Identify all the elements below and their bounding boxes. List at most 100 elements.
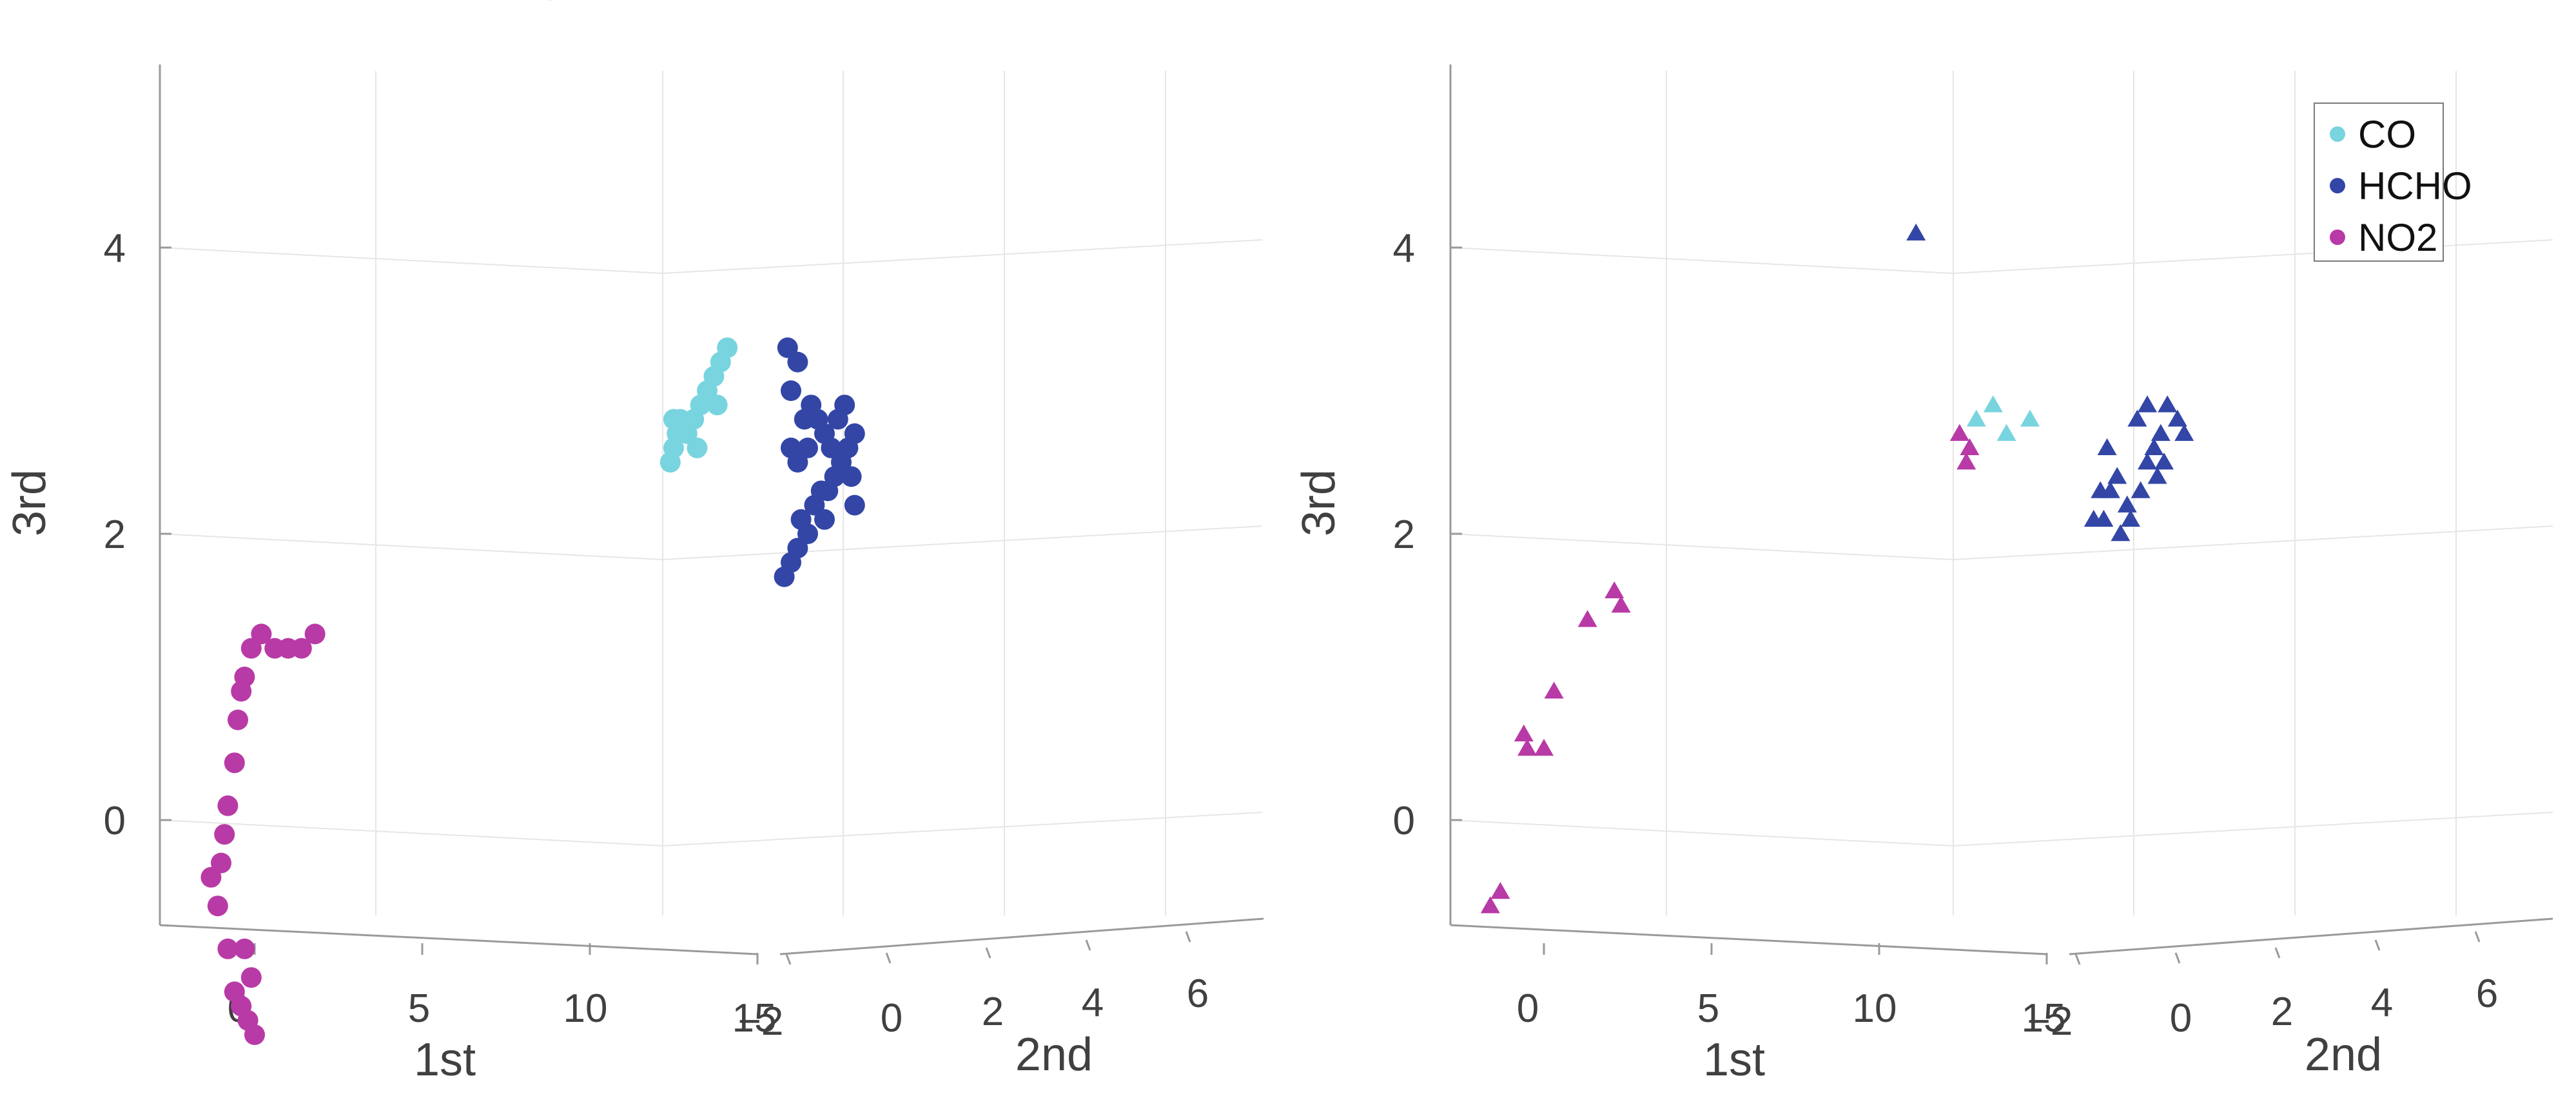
gridline-z-0 — [159, 812, 1263, 847]
x-axis-label: 1st — [414, 1034, 476, 1086]
x-tick-label: 5 — [408, 986, 430, 1031]
data-point-NO2 — [217, 795, 239, 816]
x-axis-line — [159, 924, 758, 955]
series-NO2 — [1480, 424, 1980, 914]
legend: CO HCHO NO2 — [2314, 103, 2472, 262]
data-point-HCHO — [797, 524, 818, 544]
data-point-NO2 — [240, 638, 262, 659]
data-point-NO2 — [224, 752, 245, 774]
y-tick-label: −2 — [738, 999, 784, 1044]
x-axis-label: 1st — [1703, 1034, 1765, 1086]
data-point-HCHO — [2111, 524, 2131, 542]
data-point-NO2 — [231, 681, 252, 702]
data-point-HCHO — [794, 409, 815, 430]
data-point-CO — [1996, 424, 2016, 441]
y-tick-mark-4 — [1185, 931, 1191, 943]
legend-marker-CO — [2330, 126, 2345, 142]
data-point-NO2 — [211, 852, 231, 874]
data-point-NO2 — [228, 709, 248, 730]
data-point-HCHO — [844, 494, 865, 516]
data-point-NO2 — [304, 623, 326, 645]
y-axis-label: 2nd — [2305, 1029, 2382, 1081]
data-point-NO2 — [291, 638, 312, 659]
z-axis-label: 3rd — [1293, 469, 1345, 536]
y-tick-mark-1 — [885, 952, 892, 964]
legend-label-NO2: NO2 — [2358, 216, 2437, 259]
x-tick-label: 0 — [1517, 986, 1539, 1031]
legend-marker-NO2 — [2330, 230, 2345, 245]
z-axis-label: 3rd — [4, 469, 55, 536]
x-tick-label: 5 — [1697, 986, 1719, 1031]
axes-lines — [1449, 64, 2553, 955]
data-point-HCHO — [2158, 395, 2178, 413]
gridline-z-4 — [159, 239, 1263, 275]
series-NO2 — [200, 623, 326, 1045]
x-tick-label: 15 — [2022, 996, 2066, 1041]
data-point-NO2 — [240, 967, 262, 988]
series-CO — [1966, 395, 2040, 441]
data-point-HCHO — [777, 337, 798, 358]
data-point-HCHO — [2117, 495, 2137, 513]
data-point-CO — [1966, 409, 1986, 427]
data-point-NO2 — [1534, 739, 1554, 756]
x-axis-line — [1450, 924, 2047, 955]
y-tick-label: −2 — [2027, 999, 2073, 1044]
x-tick-label: 10 — [1853, 986, 1897, 1031]
data-point-NO2 — [1605, 581, 1625, 599]
y-tick-label: 6 — [2476, 972, 2498, 1016]
x-tick-label: 15 — [732, 996, 777, 1041]
y-tick-mark-3 — [2374, 939, 2381, 951]
z-tick-label: 0 — [104, 799, 126, 843]
data-point-HCHO — [797, 437, 818, 458]
data-point-HCHO — [814, 509, 835, 530]
z-tick-label: 0 — [1393, 799, 1415, 843]
y-tick-mark-3 — [1085, 939, 1091, 951]
data-point-HCHO — [2144, 438, 2164, 456]
data-point-NO2 — [1949, 424, 1969, 441]
data-point-NO2 — [1480, 896, 1500, 914]
data-point-HCHO — [787, 351, 808, 373]
data-point-HCHO — [2131, 481, 2151, 498]
data-point-NO2 — [214, 824, 235, 845]
data-point-NO2 — [1490, 882, 1510, 899]
data-point-HCHO — [2097, 438, 2117, 456]
data-point-CO — [1983, 395, 2003, 413]
data-point-HCHO — [2094, 509, 2114, 527]
data-point-HCHO — [827, 409, 848, 430]
z-tick-label: 2 — [1393, 513, 1415, 557]
legend-label-HCHO: HCHO — [2358, 164, 2472, 208]
legend-marker-HCHO — [2330, 178, 2345, 193]
series-HCHO — [1906, 223, 2194, 542]
data-point-HCHO — [781, 437, 801, 458]
y-tick-mark-1 — [2174, 952, 2181, 964]
data-point-CO — [707, 395, 728, 416]
gridline-z-2 — [159, 525, 1263, 561]
data-point-HCHO — [841, 466, 862, 487]
data-point-HCHO — [1906, 223, 1926, 241]
data-point-NO2 — [1577, 610, 1597, 627]
data-point-HCHO — [2091, 481, 2111, 498]
data-point-HCHO — [787, 538, 808, 559]
y-tick-label: 2 — [2271, 990, 2293, 1034]
gridline-z-0 — [1450, 812, 2553, 847]
data-point-HCHO — [2107, 467, 2127, 484]
data-point-CO — [717, 337, 738, 358]
axes-lines — [159, 64, 1264, 955]
y-tick-mark-2 — [2274, 947, 2281, 959]
y-tick-mark-2 — [985, 947, 991, 959]
data-point-HCHO — [2174, 424, 2194, 441]
y-tick-label: 2 — [982, 990, 1004, 1034]
data-point-HCHO — [781, 380, 801, 401]
data-point-HCHO — [2167, 409, 2187, 427]
y-tick-mark-0 — [2074, 954, 2081, 965]
y-tick-label: 4 — [1082, 981, 1104, 1025]
data-point-NO2 — [234, 938, 255, 959]
z-tick-label: 2 — [104, 513, 126, 557]
data-point-HCHO — [2154, 453, 2174, 470]
data-point-NO2 — [1960, 438, 1980, 456]
data-point-NO2 — [200, 866, 222, 888]
data-point-NO2 — [244, 1024, 265, 1045]
